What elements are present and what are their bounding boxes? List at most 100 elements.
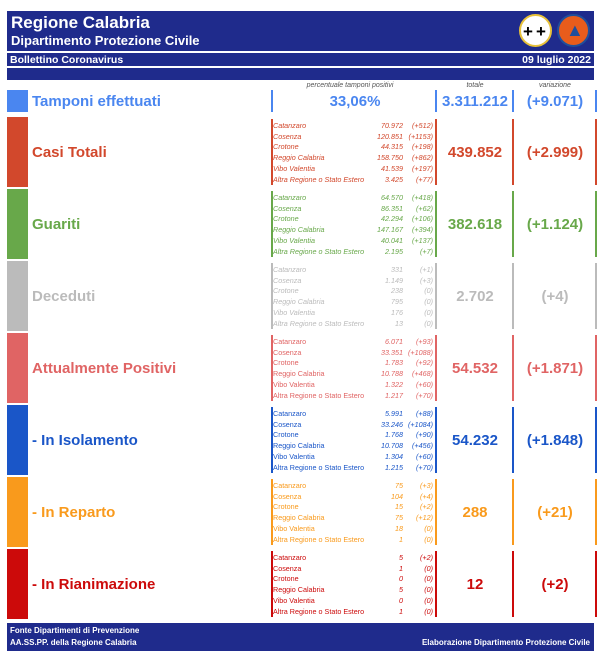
district-row: Crotone 44.315 (+198) (273, 142, 433, 153)
district-name: Vibo Valentia (273, 596, 315, 606)
district-delta: (0) (424, 596, 433, 606)
section-total: 54.232 (452, 431, 498, 449)
bulletin-date: 09 luglio 2022 (522, 53, 591, 66)
district-delta: (+418) (412, 192, 433, 202)
district-row: Crotone 238 (0) (273, 286, 433, 297)
district-row: Crotone 15 (+2) (273, 502, 433, 513)
district-delta: (+198) (412, 142, 433, 152)
col-header-variazione: variazione (539, 82, 571, 89)
district-name: Vibo Valentia (273, 380, 315, 390)
district-list: Catanzaro 5 (+2) Cosenza 1 (0) Crotone 0 (0) Regg… (273, 552, 433, 617)
district-delta: (+88) (416, 408, 433, 418)
footer-credit: Elaborazione Dipartimento Protezione Civ… (421, 638, 590, 647)
district-name: Vibo Valentia (273, 236, 315, 246)
color-swatch (7, 117, 28, 187)
district-name: Crotone (273, 430, 299, 440)
district-value: 10.708 (381, 441, 403, 451)
section-total: 12 (466, 575, 484, 593)
district-row: Crotone 1.768 (+90) (273, 430, 433, 441)
header: Regione Calabria Dipartimento Protezione… (7, 11, 594, 51)
district-value: 75 (395, 480, 403, 490)
district-row: Vibo Valentia 1.322 (+60) (273, 379, 433, 390)
district-value: 40.041 (381, 236, 403, 246)
district-delta: (+456) (412, 441, 433, 451)
district-name: Vibo Valentia (273, 308, 315, 318)
district-delta: (+862) (412, 153, 433, 163)
district-delta: (+92) (416, 358, 433, 368)
regione-logo-icon: + + (519, 14, 552, 47)
district-delta: (+77) (416, 174, 433, 184)
section-variation: (+1.124) (526, 215, 584, 233)
section-variation: (+21) (537, 503, 573, 521)
district-delta: (+2) (420, 502, 433, 512)
district-value: 0 (399, 574, 403, 584)
district-name: Crotone (273, 142, 299, 152)
district-row: Crotone 0 (0) (273, 574, 433, 585)
district-value: 1.149 (385, 275, 403, 285)
district-row: Vibo Valentia 18 (0) (273, 523, 433, 534)
district-value: 2.195 (385, 246, 403, 256)
district-delta: (+60) (416, 452, 433, 462)
color-swatch (7, 549, 28, 619)
district-row: Altra Regione o Stato Estero 2.195 (+7) (273, 246, 433, 257)
district-row: Reggio Calabria 5 (0) (273, 584, 433, 595)
district-delta: (+1153) (408, 131, 433, 141)
section-total: 3.311.212 (442, 92, 508, 110)
district-value: 1 (399, 534, 403, 544)
district-list: Catanzaro 75 (+3) Cosenza 104 (+4) Crotone 15 (+… (273, 480, 433, 545)
district-name: Altra Regione o Stato Estero (273, 462, 365, 472)
district-row: Altra Regione o Stato Estero 3.425 (+77) (273, 174, 433, 185)
district-value: 795 (391, 297, 403, 307)
section-label: Attualmente Positivi (32, 359, 177, 377)
district-delta: (0) (424, 534, 433, 544)
district-value: 1.783 (385, 358, 403, 368)
district-name: Catanzaro (273, 552, 307, 562)
district-value: 33.246 (381, 419, 403, 429)
district-row: Vibo Valentia 0 (0) (273, 595, 433, 606)
district-row: Catanzaro 5 (+2) (273, 552, 433, 563)
district-value: 33.351 (381, 347, 403, 357)
district-name: Reggio Calabria (273, 153, 325, 163)
district-value: 64.570 (381, 192, 403, 202)
district-name: Reggio Calabria (273, 297, 325, 307)
district-name: Reggio Calabria (273, 585, 325, 595)
section-label: Guariti (32, 215, 81, 233)
color-swatch (7, 189, 28, 259)
district-delta: (+7) (420, 246, 433, 256)
district-delta: (0) (424, 606, 433, 616)
district-delta: (+2) (420, 552, 433, 562)
district-row: Altra Regione o Stato Estero 1 (0) (273, 534, 433, 545)
district-value: 75 (395, 513, 403, 523)
section-3: Attualmente Positivi Catanzaro 6.071 (+93)… (7, 333, 597, 403)
district-value: 158.750 (377, 153, 403, 163)
district-delta: (+468) (412, 369, 433, 379)
district-row: Catanzaro 6.071 (+93) (273, 336, 433, 347)
section-variation: (+1.871) (526, 359, 584, 377)
district-list: Catanzaro 5.991 (+88) Cosenza 33.246 (+1084) C… (273, 408, 433, 473)
district-name: Reggio Calabria (273, 441, 325, 451)
color-swatch (7, 90, 28, 112)
section-variation: (+9.071) (526, 92, 584, 110)
protezione-civile-logo-icon: ▲ (557, 14, 590, 47)
district-delta: (+1084) (408, 419, 433, 429)
district-value: 44.315 (381, 142, 403, 152)
district-delta: (0) (424, 297, 433, 307)
district-value: 10.788 (381, 369, 403, 379)
section-label: - In Reparto (32, 503, 116, 521)
district-delta: (+90) (416, 430, 433, 440)
district-name: Vibo Valentia (273, 452, 315, 462)
district-row: Crotone 42.294 (+106) (273, 214, 433, 225)
district-row: Cosenza 86.351 (+62) (273, 203, 433, 214)
district-delta: (+93) (416, 336, 433, 346)
district-row: Reggio Calabria 10.708 (+456) (273, 440, 433, 451)
district-value: 41.539 (381, 164, 403, 174)
district-value: 42.294 (381, 214, 403, 224)
section-label: - In Rianimazione (32, 575, 156, 593)
district-row: Cosenza 33.351 (+1088) (273, 347, 433, 358)
district-value: 1.217 (385, 390, 403, 400)
district-delta: (0) (424, 308, 433, 318)
district-name: Catanzaro (273, 336, 307, 346)
district-name: Catanzaro (273, 264, 307, 274)
col-header-perc: percentuale tamponi positivi (306, 82, 394, 89)
district-delta: (0) (424, 585, 433, 595)
